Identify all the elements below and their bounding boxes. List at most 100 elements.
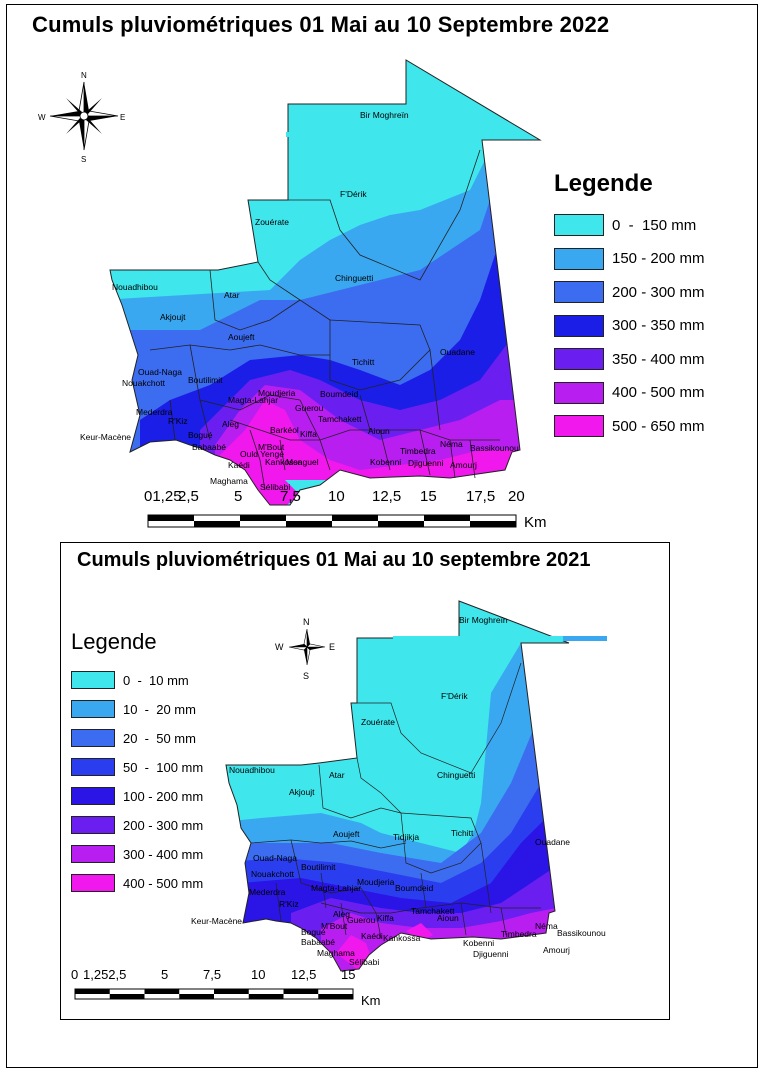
place-label: Keur-Macène bbox=[80, 432, 131, 442]
place-label: Akjoujt bbox=[160, 312, 186, 322]
place-label: Aoujeft bbox=[228, 332, 255, 342]
legend-swatch bbox=[554, 214, 604, 236]
legend-swatch bbox=[71, 787, 115, 805]
place-label: Bogué bbox=[188, 430, 213, 440]
compass-s: S bbox=[303, 671, 309, 681]
map-title-2021: Cumuls pluviométriques 01 Mai au 10 sept… bbox=[77, 549, 591, 571]
place-label: Néma bbox=[440, 439, 463, 449]
legend-label: 200 - 300 mm bbox=[612, 283, 705, 301]
legend-item: 0 - 150 mm bbox=[554, 214, 696, 236]
scale-label: 0 bbox=[71, 967, 79, 982]
map-panel-2022: Cumuls pluviométriques 01 Mai au 10 Sept… bbox=[32, 12, 705, 531]
place-label: Akjoujt bbox=[289, 787, 315, 797]
scale-unit: Km bbox=[361, 993, 381, 1008]
place-label: Ouadane bbox=[440, 347, 475, 357]
scale-label: 10 bbox=[251, 967, 266, 982]
legend-label: 400 - 500 mm bbox=[612, 384, 705, 401]
place-label: Amourj bbox=[543, 945, 570, 955]
legend-item: 300 - 350 mm bbox=[554, 314, 705, 337]
place-label: Barkéol bbox=[270, 425, 299, 435]
place-label: Ouad-Naga bbox=[138, 367, 182, 377]
scale-unit: Km bbox=[524, 514, 547, 531]
place-label: R'Kiz bbox=[168, 416, 188, 426]
place-label: Bir Moghreïn bbox=[360, 110, 409, 120]
legend-swatch bbox=[554, 348, 604, 370]
scale-bar-2022 bbox=[147, 514, 517, 528]
place-label: Kankossa bbox=[265, 457, 303, 467]
scale-label: 15 bbox=[341, 967, 356, 982]
place-label: Aoujeft bbox=[333, 829, 360, 839]
place-label: Nouakchott bbox=[251, 869, 295, 879]
legend-swatch bbox=[71, 729, 115, 747]
compass-n: N bbox=[303, 617, 310, 627]
scale-label: 5 bbox=[234, 488, 243, 505]
legend-item: 0 - 10 mm bbox=[71, 671, 189, 689]
place-label: Tamchakett bbox=[411, 906, 455, 916]
place-label: Aleg bbox=[333, 909, 350, 919]
scale-label: 01,25 bbox=[144, 488, 182, 505]
place-label: Ouadane bbox=[535, 837, 570, 847]
legend-swatch bbox=[554, 381, 604, 404]
place-label: Tidjikja bbox=[393, 832, 419, 842]
scale-bar-2021 bbox=[74, 988, 354, 1000]
legend-item: 350 - 400 mm bbox=[554, 348, 705, 370]
place-label: Kaédi bbox=[361, 931, 383, 941]
legend-label: 0 - 150 mm bbox=[612, 216, 697, 234]
place-label: Guerou bbox=[347, 915, 376, 925]
place-label: Nouakchott bbox=[122, 378, 166, 388]
scale-label: 2,5 bbox=[178, 488, 199, 505]
legend-swatch bbox=[554, 247, 604, 270]
compass-w: W bbox=[38, 113, 46, 122]
page-frame bbox=[6, 4, 758, 1068]
legend-item: 200 - 300 mm bbox=[71, 816, 203, 834]
place-label: Boumdeid bbox=[320, 389, 359, 399]
legend-item: 400 - 500 mm bbox=[71, 874, 203, 892]
place-label: Néma bbox=[535, 921, 558, 931]
place-label: Aleg bbox=[222, 419, 239, 429]
scale-label: 12,5 bbox=[291, 967, 317, 982]
place-label: Mederdra bbox=[249, 887, 286, 897]
legend-label: 50 - 100 mm bbox=[123, 759, 204, 775]
legend-swatch bbox=[554, 314, 604, 337]
scale-label: 12,5 bbox=[372, 488, 402, 505]
legend-label: 10 - 20 mm bbox=[123, 701, 196, 717]
legend-item: 150 - 200 mm bbox=[554, 247, 705, 270]
place-label: Maghama bbox=[317, 948, 355, 958]
place-label: Tamchakett bbox=[318, 414, 362, 424]
place-label: Babaabé bbox=[192, 442, 226, 452]
place-label: Djiguenni bbox=[408, 458, 444, 468]
place-label: Mederdra bbox=[136, 407, 173, 417]
legend-item: 200 - 300 mm bbox=[554, 281, 705, 303]
place-label: Zouérate bbox=[255, 217, 289, 227]
place-label: Moudjeria bbox=[357, 877, 395, 887]
map-panel-2021: Cumuls pluviométriques 01 Mai au 10 sept… bbox=[60, 542, 670, 1020]
legend-swatch bbox=[71, 700, 115, 718]
scale-label: 20 bbox=[508, 488, 525, 505]
place-label: Tichitt bbox=[352, 357, 375, 367]
place-label: Bassikounou bbox=[557, 928, 606, 938]
place-label: Bogué bbox=[301, 927, 326, 937]
legend-item: 500 - 650 mm bbox=[554, 415, 705, 437]
place-label: Kobenni bbox=[370, 457, 401, 467]
scale-label: 10 bbox=[328, 488, 345, 505]
compass-rose-icon: N S E W bbox=[38, 71, 125, 164]
rainfall-map-2021: Bir Moghreïn F'Dérik Zouérate Chinguetti Nou… bbox=[191, 600, 607, 972]
scale-label: 15 bbox=[420, 488, 437, 505]
legend-label: 500 - 650 mm bbox=[612, 417, 705, 435]
place-label: Boutilimit bbox=[188, 375, 223, 385]
legend-swatch bbox=[554, 281, 604, 303]
place-label: Maghama bbox=[210, 476, 248, 486]
legend-item: 100 - 200 mm bbox=[71, 787, 203, 805]
place-label: Magta-Lahjar bbox=[311, 883, 361, 893]
place-label: Kiffa bbox=[300, 429, 317, 439]
place-label: Kobenni bbox=[463, 938, 494, 948]
legend-label: 20 - 50 mm bbox=[123, 730, 196, 746]
legend-swatch bbox=[71, 758, 115, 776]
legend-label: 350 - 400 mm bbox=[612, 350, 705, 368]
legend-label: 400 - 500 mm bbox=[123, 875, 204, 891]
place-label: Magta-Lahjar bbox=[228, 395, 278, 405]
legend-item: 20 - 50 mm bbox=[71, 729, 196, 747]
legend-swatch bbox=[71, 874, 115, 892]
place-label: Moudjeria bbox=[258, 388, 296, 398]
place-label: Timbedra bbox=[400, 446, 436, 456]
